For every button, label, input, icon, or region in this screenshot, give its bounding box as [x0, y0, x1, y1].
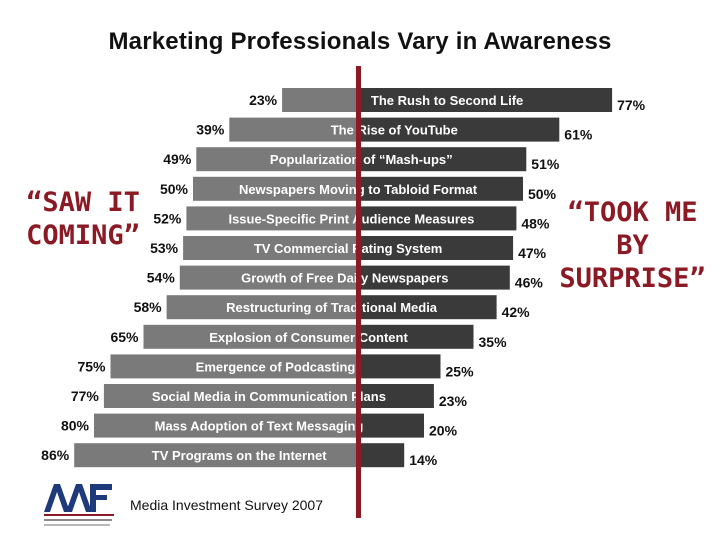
- saw-it-value-label: 80%: [61, 418, 90, 434]
- saw-it-value-label: 75%: [77, 358, 106, 374]
- bar-row: Restructuring of Traditional Media 58% 42%: [134, 295, 531, 320]
- bar-row: Growth of Free Daily Newspapers 54% 46%: [147, 265, 544, 291]
- surprise-value-label: 46%: [515, 275, 544, 291]
- category-label: Explosion of Consumer Content: [209, 330, 408, 345]
- bar-row: TV Programs on the Internet 86% 14%: [41, 443, 438, 468]
- surprise-bar: [358, 236, 514, 260]
- saw-it-bar: [110, 354, 358, 379]
- category-label: Growth of Free Daily Newspapers: [241, 271, 448, 286]
- saw-it-bar: [166, 295, 358, 320]
- saw-it-value-label: 52%: [153, 210, 182, 226]
- surprise-value-label: 47%: [518, 245, 547, 261]
- surprise-value-label: 50%: [528, 186, 557, 202]
- saw-it-value-label: 58%: [134, 299, 163, 315]
- bar-row: The Rise of YouTube 39% 61%: [196, 117, 593, 143]
- category-label: The Rush to Second Life: [371, 93, 523, 108]
- category-label: Issue-Specific Print Audience Measures: [228, 211, 474, 226]
- saw-it-bar: [186, 206, 358, 231]
- saw-it-value-label: 49%: [163, 151, 192, 167]
- bar-row: Mass Adoption of Text Messaging 80% 20%: [61, 413, 458, 439]
- surprise-bar: [358, 354, 441, 379]
- surprise-value-label: 61%: [564, 127, 593, 143]
- surprise-bar: [358, 117, 560, 142]
- bar-row: Emergence of Podcasting 75% 25%: [77, 354, 474, 379]
- surprise-value-label: 42%: [502, 304, 531, 320]
- source-note: Media Investment Survey 2007: [130, 497, 323, 513]
- saw-it-value-label: 65%: [110, 329, 139, 345]
- surprise-bar: [358, 443, 405, 468]
- surprise-bar: [358, 384, 434, 408]
- category-label: Restructuring of Traditional Media: [226, 300, 438, 315]
- saw-it-coming-label: “SAW IT COMING”: [26, 187, 140, 251]
- surprise-value-label: 51%: [531, 156, 560, 172]
- surprise-bar: [358, 324, 474, 349]
- surprise-bar: [358, 413, 424, 438]
- saw-it-bar: [229, 117, 358, 142]
- category-label: Social Media in Communication Plans: [152, 389, 386, 404]
- chart-title: Marketing Professionals Vary in Awarenes…: [108, 28, 612, 55]
- saw-it-bar: [179, 265, 358, 290]
- saw-it-value-label: 23%: [249, 92, 278, 108]
- surprise-value-label: 35%: [479, 334, 508, 350]
- saw-it-bar: [74, 443, 358, 468]
- bar-row: TV Commercial Rating System 53% 47%: [150, 236, 547, 261]
- saw-it-value-label: 77%: [71, 388, 100, 404]
- saw-it-bar: [196, 147, 358, 172]
- saw-it-bar: [193, 176, 358, 201]
- bar-row: Issue-Specific Print Audience Measures 52…: [153, 206, 550, 231]
- category-label: Mass Adoption of Text Messaging: [155, 419, 364, 434]
- saw-it-bar: [183, 236, 358, 260]
- bar-row: Social Media in Communication Plans 77% 23…: [71, 384, 468, 409]
- surprise-value-label: 20%: [429, 423, 458, 439]
- surprise-bar: [358, 206, 517, 231]
- aaf-logo: [44, 484, 114, 526]
- saw-it-value-label: 53%: [150, 240, 179, 256]
- surprise-bar: [358, 176, 523, 201]
- category-label: Popularization of “Mash-ups”: [270, 152, 453, 167]
- saw-it-bar: [282, 88, 358, 112]
- category-label: TV Commercial Rating System: [254, 241, 443, 256]
- center-divider: [356, 66, 361, 518]
- saw-it-value-label: 54%: [147, 270, 176, 286]
- saw-it-value-label: 39%: [196, 122, 225, 138]
- took-me-by-surprise-label: “TOOK ME BY SURPRISE”: [559, 197, 706, 294]
- bar-row: The Rush to Second Life 23% 77%: [249, 88, 646, 113]
- surprise-value-label: 25%: [446, 363, 475, 379]
- category-label: Emergence of Podcasting: [196, 359, 356, 374]
- surprise-value-label: 14%: [409, 452, 438, 468]
- surprise-bar: [358, 265, 510, 290]
- saw-it-value-label: 86%: [41, 447, 70, 463]
- bar-row: Explosion of Consumer Content 65% 35%: [110, 324, 508, 350]
- bar-row: Popularization of “Mash-ups” 49% 51%: [163, 147, 560, 172]
- surprise-bar: [358, 295, 497, 320]
- saw-it-bar: [94, 413, 358, 438]
- surprise-value-label: 23%: [439, 393, 468, 409]
- surprise-bar: [358, 88, 613, 112]
- category-label: TV Programs on the Internet: [152, 448, 327, 463]
- surprise-bar: [358, 147, 527, 172]
- surprise-value-label: 77%: [617, 97, 646, 113]
- surprise-value-label: 48%: [521, 215, 550, 231]
- category-label: The Rise of YouTube: [331, 123, 458, 138]
- saw-it-bar: [103, 384, 359, 408]
- saw-it-bar: [143, 324, 358, 349]
- saw-it-value-label: 50%: [160, 181, 189, 197]
